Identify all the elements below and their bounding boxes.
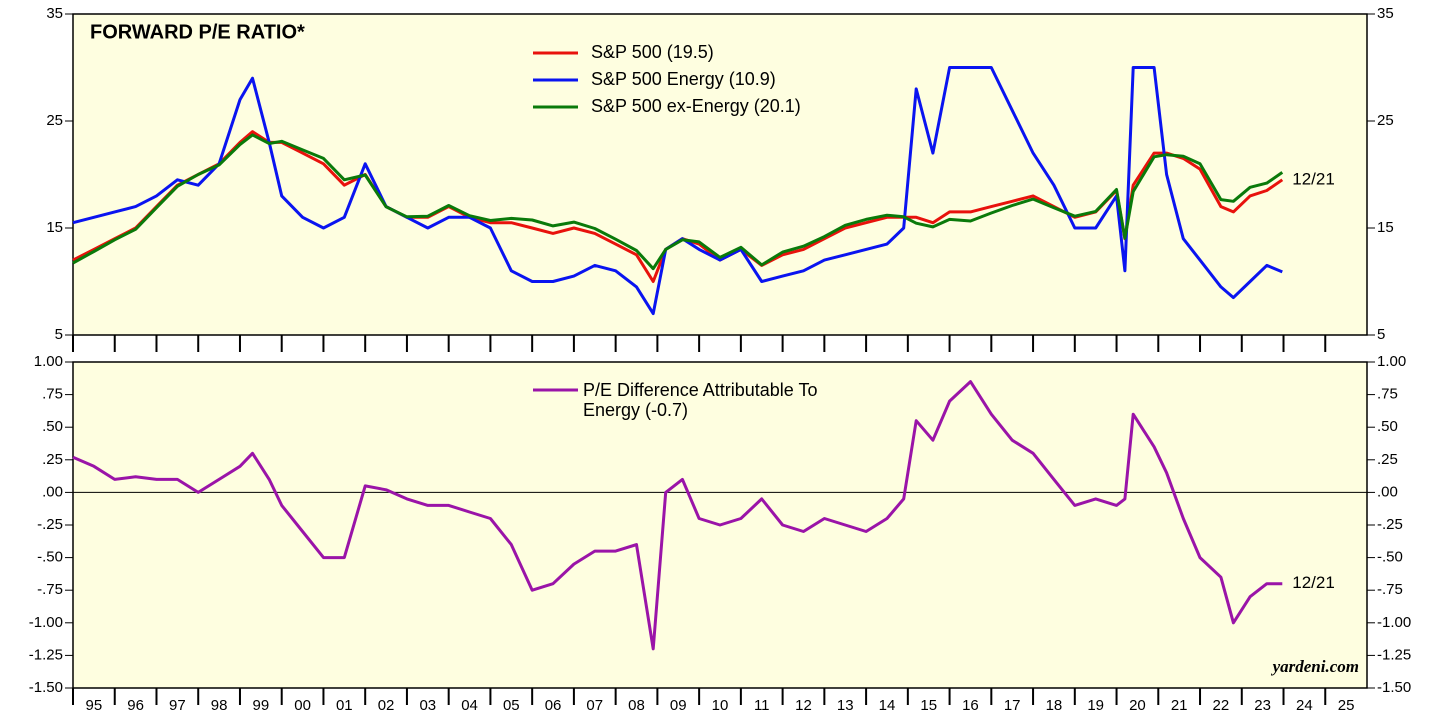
y2-tick-label: -1.00 <box>1377 614 1411 631</box>
y-tick-label: 35 <box>46 5 63 22</box>
x-tick-label: 18 <box>1046 697 1063 714</box>
x-tick-label: 20 <box>1129 697 1146 714</box>
y2-tick-label: 5 <box>1377 326 1385 343</box>
y-tick-label: .50 <box>42 418 63 435</box>
y2-tick-label: -.75 <box>1377 581 1403 598</box>
y2-tick-label: 35 <box>1377 5 1394 22</box>
legend-label: S&P 500 (19.5) <box>591 42 714 62</box>
x-tick-label: 08 <box>628 697 645 714</box>
x-tick-label: 02 <box>378 697 395 714</box>
legend-label: P/E Difference Attributable To Energy (-… <box>583 380 818 420</box>
y2-tick-label: .00 <box>1377 483 1398 500</box>
x-tick-label: 98 <box>211 697 228 714</box>
x-tick-label: 11 <box>754 697 770 714</box>
x-tick-label: 04 <box>461 697 478 714</box>
y-tick-label: -1.00 <box>29 614 63 631</box>
y-tick-label: -.25 <box>37 516 63 533</box>
legend-label: S&P 500 ex-Energy (20.1) <box>591 96 801 116</box>
x-tick-label: 97 <box>169 697 186 714</box>
x-tick-label: 19 <box>1087 697 1104 714</box>
x-tick-label: 23 <box>1254 697 1271 714</box>
x-tick-label: 17 <box>1004 697 1021 714</box>
x-tick-label: 00 <box>294 697 311 714</box>
source: yardeni.com <box>1271 657 1359 676</box>
y-tick-label: 25 <box>46 112 63 129</box>
y-tick-label: -1.25 <box>29 646 63 663</box>
chart-title: FORWARD P/E RATIO* <box>90 21 305 43</box>
y2-tick-label: -.25 <box>1377 516 1403 533</box>
x-tick-label: 99 <box>252 697 269 714</box>
y-tick-label: .75 <box>42 386 63 403</box>
y2-tick-label: .75 <box>1377 386 1398 403</box>
x-tick-label: 10 <box>712 697 729 714</box>
y2-tick-label: .25 <box>1377 451 1398 468</box>
x-tick-label: 09 <box>670 697 687 714</box>
y-tick-label: .25 <box>42 451 63 468</box>
series-line <box>72 66 1283 316</box>
x-tick-label: 05 <box>503 697 520 714</box>
series-line <box>72 380 1283 651</box>
x-tick-label: 13 <box>837 697 854 714</box>
y-tick-label: 15 <box>46 219 63 236</box>
x-tick-label: 01 <box>336 697 353 714</box>
end-label: 12/21 <box>1292 169 1335 188</box>
x-tick-label: 95 <box>86 697 103 714</box>
y2-tick-label: 25 <box>1377 112 1394 129</box>
y2-tick-label: -1.50 <box>1377 679 1411 696</box>
y2-tick-label: -1.25 <box>1377 646 1411 663</box>
series-line <box>72 133 1284 271</box>
end-label: 12/21 <box>1292 573 1335 592</box>
x-tick-label: 24 <box>1296 697 1313 714</box>
x-tick-label: 25 <box>1338 697 1355 714</box>
y-tick-label: .00 <box>42 483 63 500</box>
x-tick-label: 06 <box>545 697 562 714</box>
y-tick-label: 1.00 <box>34 353 63 370</box>
x-tick-label: 16 <box>962 697 979 714</box>
x-tick-label: 96 <box>127 697 144 714</box>
y2-tick-label: -.50 <box>1377 549 1403 566</box>
x-tick-label: 15 <box>920 697 937 714</box>
x-tick-label: 21 <box>1171 697 1188 714</box>
y-tick-label: -.50 <box>37 549 63 566</box>
y-tick-label: -1.50 <box>29 679 63 696</box>
y2-tick-label: .50 <box>1377 418 1398 435</box>
y-tick-label: -.75 <box>37 581 63 598</box>
x-tick-label: 07 <box>586 697 603 714</box>
x-tick-label: 22 <box>1213 697 1230 714</box>
x-tick-label: 14 <box>879 697 896 714</box>
y2-tick-label: 1.00 <box>1377 353 1406 370</box>
legend-label: S&P 500 Energy (10.9) <box>591 69 776 89</box>
x-tick-label: 03 <box>419 697 436 714</box>
y-tick-label: 5 <box>55 326 63 343</box>
plot-area <box>72 13 1368 336</box>
y2-tick-label: 15 <box>1377 219 1394 236</box>
x-tick-label: 12 <box>795 697 812 714</box>
